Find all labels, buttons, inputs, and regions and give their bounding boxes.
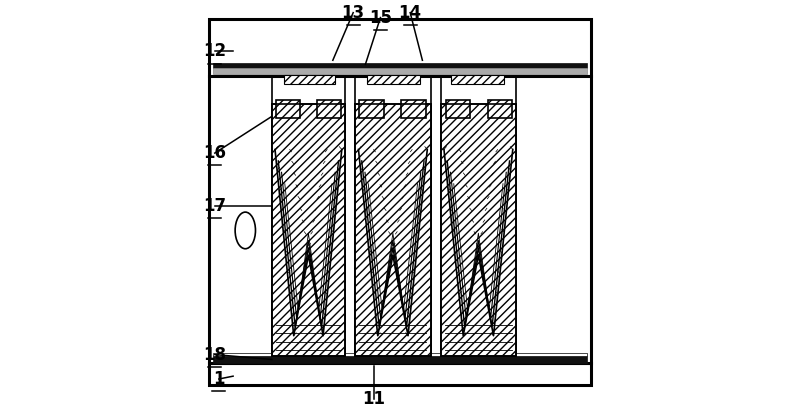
Text: 12: 12 xyxy=(203,42,226,60)
Bar xyxy=(209,76,591,363)
Bar xyxy=(284,75,335,84)
Bar xyxy=(359,100,384,119)
Bar xyxy=(487,100,512,119)
Bar xyxy=(451,75,504,84)
Bar xyxy=(209,363,591,385)
Bar xyxy=(441,104,516,356)
Bar xyxy=(209,19,591,76)
Bar xyxy=(441,104,516,356)
Bar xyxy=(355,104,430,356)
Bar xyxy=(272,104,345,356)
Bar xyxy=(317,100,341,119)
Ellipse shape xyxy=(235,212,255,249)
Text: 18: 18 xyxy=(203,346,226,363)
Text: 13: 13 xyxy=(342,4,365,22)
Bar xyxy=(367,75,420,84)
Text: 11: 11 xyxy=(362,390,385,408)
Bar xyxy=(276,100,300,119)
Bar xyxy=(213,63,587,68)
Bar xyxy=(402,100,426,119)
Text: 1: 1 xyxy=(213,370,225,388)
Bar xyxy=(213,356,587,363)
Bar xyxy=(213,353,587,356)
Text: 15: 15 xyxy=(369,9,392,26)
Text: 14: 14 xyxy=(398,4,422,22)
Bar xyxy=(272,104,345,356)
Bar xyxy=(446,100,470,119)
Text: 17: 17 xyxy=(203,197,226,215)
Text: 16: 16 xyxy=(203,144,226,162)
Bar xyxy=(355,104,430,356)
Bar xyxy=(213,68,587,74)
